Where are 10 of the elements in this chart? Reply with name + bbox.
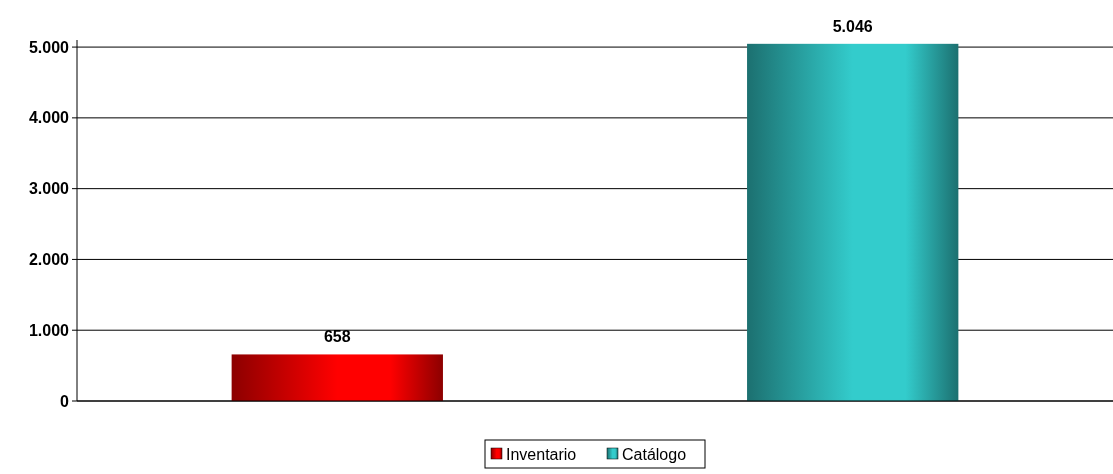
y-tick-label: 3.000 bbox=[28, 180, 70, 198]
y-tick-label: 2.000 bbox=[28, 251, 70, 269]
legend-label: Inventario bbox=[506, 445, 577, 463]
y-tick-label: 5.000 bbox=[28, 38, 70, 56]
data-label: 5.046 bbox=[832, 17, 873, 35]
y-tick-label: 4.000 bbox=[28, 109, 70, 127]
legend-label: Catálogo bbox=[622, 445, 687, 463]
y-tick-label: 1.000 bbox=[28, 321, 70, 339]
y-tick-label: 0 bbox=[60, 392, 70, 410]
data-label: 658 bbox=[323, 328, 351, 346]
